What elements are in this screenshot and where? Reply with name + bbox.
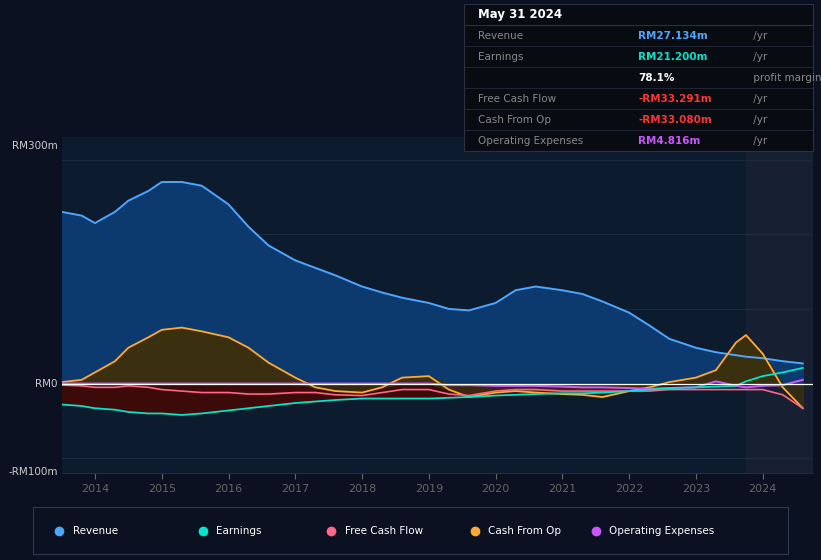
Text: /yr: /yr: [750, 94, 768, 104]
Text: RM300m: RM300m: [12, 141, 57, 151]
Text: Operating Expenses: Operating Expenses: [609, 526, 714, 535]
Text: RM21.200m: RM21.200m: [639, 52, 708, 62]
Text: RM0: RM0: [35, 379, 57, 389]
Text: /yr: /yr: [750, 115, 768, 125]
Text: RM4.816m: RM4.816m: [639, 136, 700, 146]
Text: /yr: /yr: [750, 31, 768, 41]
Text: Earnings: Earnings: [478, 52, 523, 62]
Text: -RM33.291m: -RM33.291m: [639, 94, 712, 104]
Text: Revenue: Revenue: [478, 31, 523, 41]
Bar: [746, 137, 813, 473]
Text: May 31 2024: May 31 2024: [478, 8, 562, 21]
Text: Operating Expenses: Operating Expenses: [478, 136, 583, 146]
Text: Free Cash Flow: Free Cash Flow: [478, 94, 556, 104]
Text: Earnings: Earnings: [217, 526, 262, 535]
Text: Cash From Op: Cash From Op: [488, 526, 562, 535]
Text: 78.1%: 78.1%: [639, 73, 675, 83]
Text: -RM100m: -RM100m: [8, 466, 57, 477]
Text: -RM33.080m: -RM33.080m: [639, 115, 712, 125]
Text: Cash From Op: Cash From Op: [478, 115, 551, 125]
Text: /yr: /yr: [750, 136, 768, 146]
Text: RM27.134m: RM27.134m: [639, 31, 708, 41]
Text: /yr: /yr: [750, 52, 768, 62]
Text: Free Cash Flow: Free Cash Flow: [345, 526, 423, 535]
Text: profit margin: profit margin: [750, 73, 821, 83]
Text: Revenue: Revenue: [73, 526, 118, 535]
